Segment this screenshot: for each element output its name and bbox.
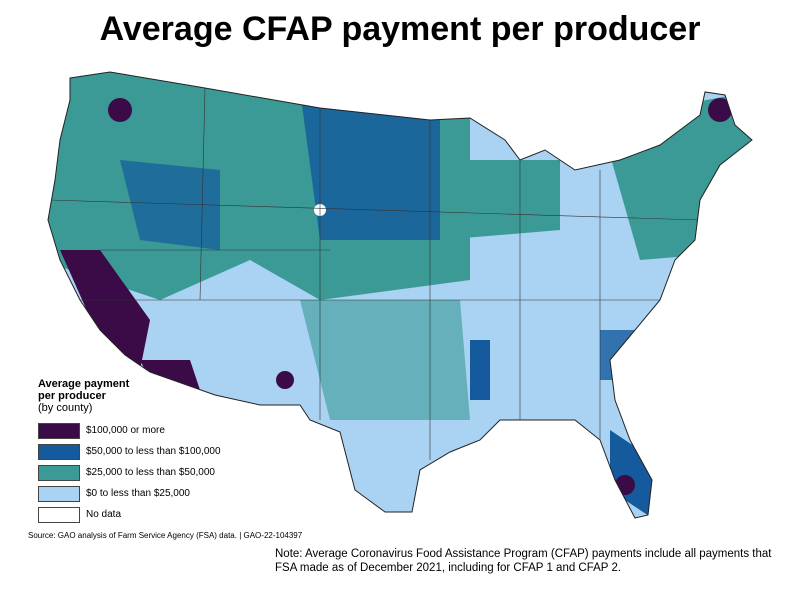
legend-swatch — [38, 443, 80, 460]
maine-spot — [708, 98, 732, 122]
legend-item: $25,000 to less than $50,000 — [38, 462, 221, 483]
legend-item: $50,000 to less than $100,000 — [38, 441, 221, 462]
northwest-region — [120, 160, 220, 250]
legend-label: $0 to less than $25,000 — [86, 488, 190, 499]
legend-label: $50,000 to less than $100,000 — [86, 446, 221, 457]
washington-spot — [108, 98, 132, 122]
legend: Average payment per producer (by county)… — [38, 378, 221, 525]
legend-item: $100,000 or more — [38, 420, 221, 441]
legend-swatch — [38, 485, 80, 502]
note: Note: Average Coronavirus Food Assistanc… — [275, 548, 772, 574]
legend-label: No data — [86, 509, 122, 520]
legend-title-line: (by county) — [38, 402, 93, 414]
legend-swatch — [38, 422, 80, 439]
us-outline — [47, 71, 753, 519]
california-region — [60, 250, 150, 370]
legend-title: Average payment per producer (by county) — [38, 378, 221, 414]
arizona-region — [140, 360, 200, 390]
midwest-region — [440, 160, 560, 240]
legend-item: $0 to less than $25,000 — [38, 483, 221, 504]
texas-region — [300, 300, 470, 420]
legend-title-line: Average payment — [38, 378, 130, 390]
state-lines — [49, 87, 701, 460]
delta-region — [470, 340, 490, 400]
legend-item: No data — [38, 504, 221, 525]
north-plains-region — [300, 90, 440, 240]
legend-title-line: per producer — [38, 390, 106, 402]
carolina-region — [600, 330, 640, 380]
legend-swatch — [38, 506, 80, 523]
legend-label: $100,000 or more — [86, 425, 165, 436]
source: Source: GAO analysis of Farm Service Age… — [28, 531, 303, 540]
legend-items: $100,000 or more $50,000 to less than $10… — [38, 420, 221, 525]
legend-label: $25,000 to less than $50,000 — [86, 467, 215, 478]
new-mexico-spot — [276, 371, 294, 389]
title: Average CFAP payment per producer — [99, 10, 701, 48]
legend-swatch — [38, 464, 80, 481]
